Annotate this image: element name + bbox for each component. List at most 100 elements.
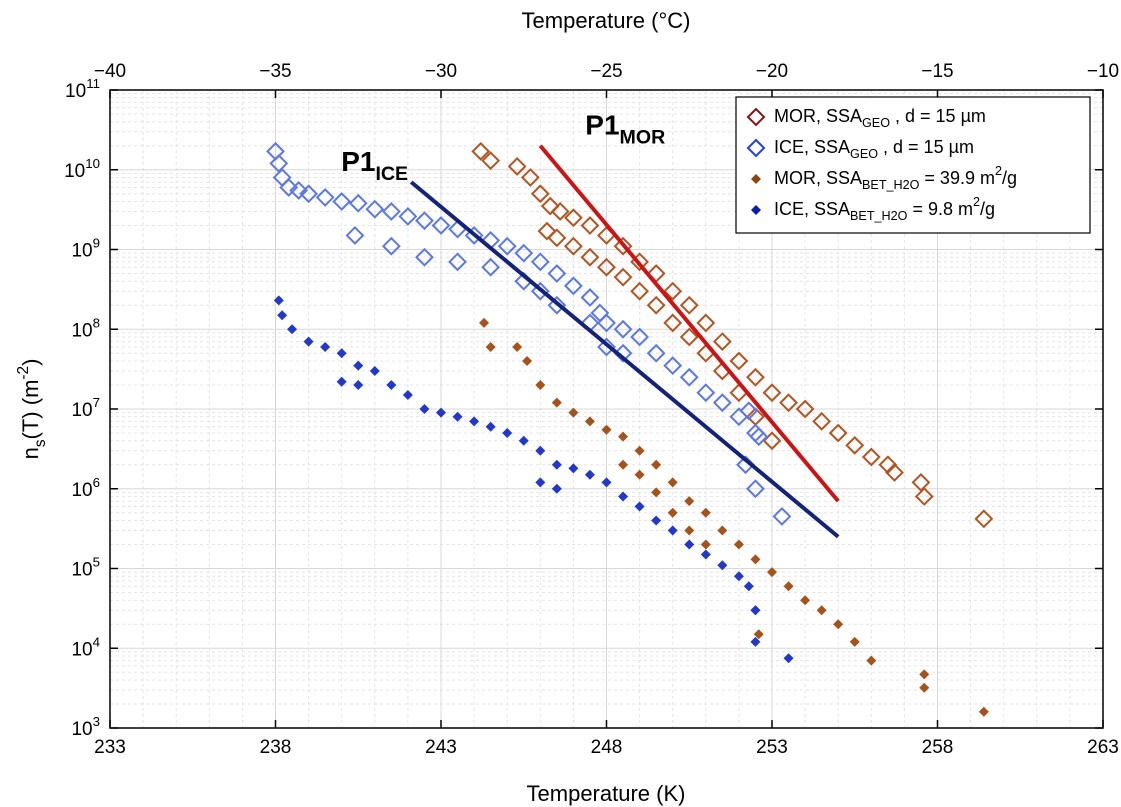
open-diamond	[630, 327, 650, 347]
filled-diamond	[336, 348, 347, 359]
filled-diamond	[750, 605, 761, 616]
open-diamond	[663, 281, 683, 301]
filled-diamond	[512, 341, 523, 352]
open-diamond	[762, 383, 782, 403]
filled-diamond	[700, 539, 711, 550]
filled-diamond	[919, 669, 930, 680]
open-diamond	[448, 252, 467, 272]
y-tick-label: 105	[71, 555, 100, 581]
x-tick-label: 238	[260, 737, 292, 758]
filled-diamond	[684, 496, 695, 507]
filled-diamond	[353, 379, 364, 390]
open-diamond	[481, 257, 501, 277]
filled-diamond	[469, 416, 480, 427]
open-diamond	[812, 411, 832, 431]
top-tick-label: −10	[1087, 61, 1119, 82]
filled-diamond	[849, 636, 860, 647]
top-tick-label: −40	[94, 61, 126, 82]
open-diamond	[580, 216, 600, 235]
fit-label: P1MOR	[585, 110, 665, 149]
filled-diamond	[684, 539, 695, 550]
open-diamond	[845, 435, 865, 455]
filled-diamond	[750, 554, 761, 565]
open-diamond	[795, 399, 815, 419]
open-diamond	[381, 202, 401, 221]
open-diamond	[679, 367, 699, 387]
y-tick-label: 103	[71, 714, 100, 740]
open-diamond	[431, 216, 451, 235]
open-diamond	[540, 196, 560, 216]
open-diamond	[514, 243, 534, 263]
open-diamond	[563, 236, 583, 256]
open-diamond	[712, 332, 732, 352]
filled-diamond	[287, 324, 298, 335]
series	[266, 141, 792, 526]
open-diamond	[563, 276, 583, 296]
open-diamond	[481, 151, 501, 171]
open-diamond	[415, 247, 434, 267]
filled-diamond	[816, 605, 827, 616]
filled-diamond	[919, 682, 930, 693]
filled-diamond	[634, 445, 645, 456]
filled-diamond	[551, 459, 562, 470]
open-diamond	[348, 193, 368, 213]
filled-diamond	[485, 421, 496, 432]
open-diamond	[679, 295, 699, 315]
legend-marker	[751, 174, 761, 184]
open-diamond	[299, 184, 319, 204]
x-tick-label: 233	[94, 737, 126, 758]
open-diamond	[507, 157, 527, 176]
open-diamond	[597, 257, 616, 277]
top-axis-title: Temperature (°C)	[522, 8, 691, 33]
open-diamond	[398, 206, 418, 226]
open-diamond	[520, 168, 540, 187]
open-diamond	[464, 226, 484, 245]
open-diamond	[550, 202, 570, 221]
filled-diamond	[717, 525, 728, 536]
open-diamond	[289, 181, 309, 200]
open-diamond	[861, 447, 881, 467]
filled-diamond	[568, 407, 579, 418]
filled-diamond	[353, 360, 364, 371]
open-diamond	[646, 295, 666, 315]
filled-diamond	[402, 389, 413, 400]
open-diamond	[279, 178, 299, 197]
open-diamond	[630, 281, 650, 301]
filled-diamond	[584, 416, 595, 427]
open-diamond	[597, 337, 616, 357]
filled-diamond	[273, 295, 284, 306]
filled-diamond	[833, 619, 844, 630]
filled-diamond	[700, 549, 711, 560]
open-diamond	[547, 295, 567, 315]
filled-diamond	[634, 501, 645, 512]
open-diamond	[729, 351, 749, 371]
filled-diamond	[667, 507, 678, 518]
filled-diamond	[479, 317, 490, 328]
open-diamond	[663, 356, 683, 376]
filled-diamond	[568, 463, 579, 474]
top-tick-label: −15	[921, 61, 953, 82]
filled-diamond	[584, 469, 595, 480]
open-diamond	[315, 187, 335, 207]
y-tick-label: 107	[71, 395, 100, 421]
y-tick-label: 1011	[65, 76, 100, 102]
filled-diamond	[717, 560, 728, 571]
open-diamond	[646, 343, 666, 363]
filled-diamond	[601, 424, 612, 435]
open-diamond	[497, 236, 517, 256]
legend-label: MOR, SSAGEO , d = 15 µm	[774, 106, 986, 131]
open-diamond	[530, 184, 550, 204]
filled-diamond	[535, 379, 546, 390]
open-diamond	[613, 236, 633, 256]
legend-marker	[751, 205, 761, 215]
legend-marker	[746, 138, 766, 158]
x-axis-title: Temperature (K)	[527, 781, 686, 806]
y-tick-label: 109	[71, 236, 100, 262]
plot-frame	[109, 89, 1104, 729]
open-diamond	[749, 427, 769, 447]
legend-label: ICE, SSABET_H2O = 9.8 m2/g	[774, 195, 995, 223]
open-diamond	[974, 509, 994, 529]
open-diamond	[471, 141, 491, 161]
filled-diamond	[651, 459, 662, 470]
filled-diamond	[783, 581, 794, 592]
